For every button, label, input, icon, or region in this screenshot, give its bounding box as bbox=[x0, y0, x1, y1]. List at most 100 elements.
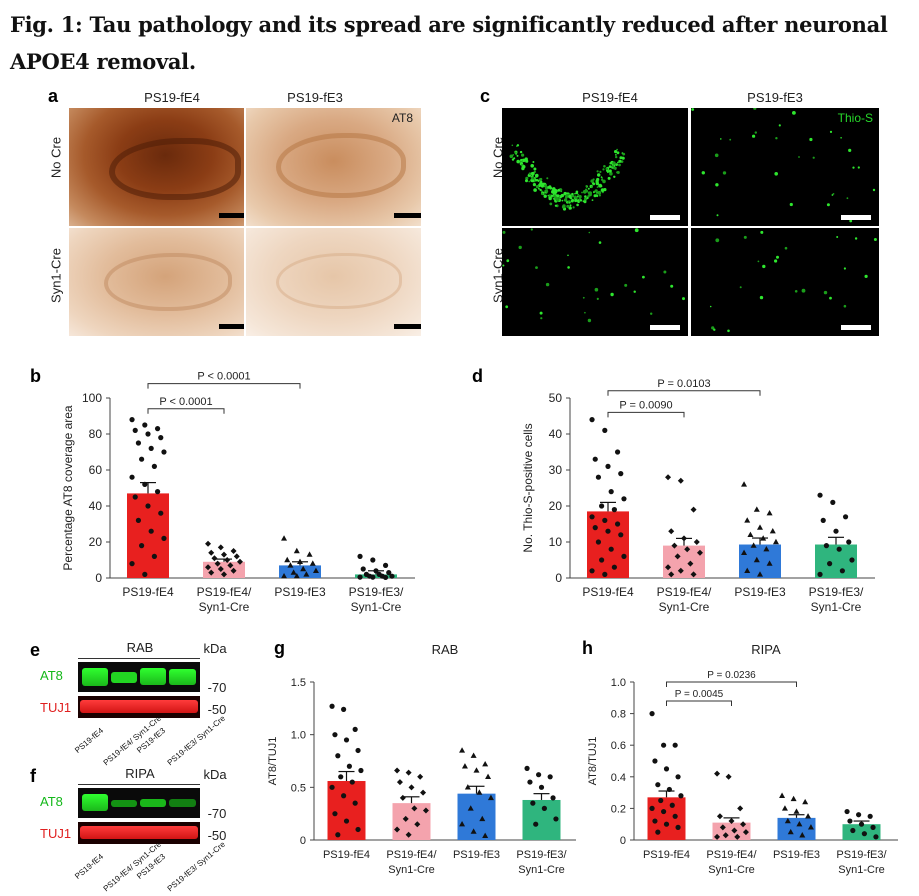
data-point bbox=[343, 818, 350, 824]
data-point bbox=[411, 805, 418, 812]
data-point bbox=[230, 567, 237, 574]
thio-s-cell bbox=[588, 231, 591, 234]
p-value-label: P = 0.0090 bbox=[619, 399, 672, 411]
thio-s-cell bbox=[739, 286, 742, 289]
panel-a-row-nocre: No Cre bbox=[48, 136, 64, 179]
data-point bbox=[833, 528, 839, 534]
x-tick-label: PS19-fE3/ bbox=[516, 849, 567, 861]
data-point bbox=[306, 551, 313, 557]
thio-s-cell bbox=[621, 156, 625, 160]
data-point bbox=[849, 557, 855, 563]
thio-s-cell bbox=[516, 154, 519, 157]
thio-s-cell bbox=[539, 181, 543, 186]
micrograph-c-fe4-nocre bbox=[502, 108, 688, 226]
p-value-label: P = 0.0045 bbox=[675, 689, 724, 700]
data-point bbox=[741, 549, 748, 555]
chart-title: RAB bbox=[432, 642, 459, 657]
blot-lane-label: PS19-fE3/ Syn1-Cre bbox=[165, 713, 227, 768]
data-point bbox=[349, 779, 355, 785]
y-tick-label: 0.4 bbox=[611, 772, 626, 784]
data-point bbox=[675, 824, 681, 830]
data-point bbox=[329, 784, 335, 790]
thio-s-cell bbox=[545, 189, 549, 193]
data-point bbox=[757, 524, 763, 530]
thio-s-cell bbox=[535, 173, 539, 178]
panel-c-col-fe3: PS19-fE3 bbox=[747, 90, 803, 105]
stain-label-at8: AT8 bbox=[391, 111, 413, 125]
thio-s-cell bbox=[511, 158, 515, 161]
micrograph-a-fe4-syn1cre bbox=[69, 228, 244, 336]
thio-s-cell bbox=[539, 188, 542, 192]
data-point bbox=[402, 815, 409, 822]
data-point bbox=[335, 832, 341, 838]
data-point bbox=[360, 566, 366, 572]
thio-s-cell bbox=[571, 192, 574, 196]
data-point bbox=[139, 456, 145, 462]
thio-s-cell bbox=[591, 186, 593, 188]
thio-s-cell bbox=[569, 204, 572, 207]
data-point bbox=[668, 528, 675, 535]
data-point bbox=[714, 770, 721, 777]
data-point bbox=[129, 417, 135, 423]
data-point bbox=[763, 546, 770, 552]
thio-s-cell bbox=[600, 176, 603, 178]
thio-s-cell bbox=[535, 185, 539, 189]
panel-label-f: f bbox=[30, 766, 36, 786]
data-point bbox=[467, 805, 474, 811]
thio-s-cell bbox=[843, 267, 846, 270]
data-point bbox=[734, 833, 741, 840]
data-point bbox=[649, 805, 655, 811]
data-point bbox=[300, 565, 307, 572]
data-point bbox=[844, 808, 850, 815]
thio-s-cell bbox=[533, 188, 537, 192]
thio-s-cell bbox=[599, 170, 602, 173]
thio-s-cell bbox=[514, 151, 517, 154]
data-point bbox=[690, 506, 697, 513]
thio-s-cell bbox=[617, 161, 619, 164]
data-point bbox=[303, 571, 310, 577]
blot-e-tuj1-label: TUJ1 bbox=[40, 700, 72, 715]
thio-s-cell bbox=[554, 204, 557, 207]
thio-s-cell bbox=[642, 275, 645, 279]
thio-s-cell bbox=[826, 203, 830, 207]
x-tick-label: Syn1-Cre bbox=[388, 864, 434, 876]
data-point bbox=[341, 706, 347, 712]
thio-s-cell bbox=[574, 195, 577, 199]
significance-bracket bbox=[147, 383, 301, 389]
thio-s-cell bbox=[715, 238, 720, 243]
data-point bbox=[281, 535, 288, 541]
data-point bbox=[297, 558, 303, 564]
thio-s-cell bbox=[615, 155, 618, 159]
x-tick-label: Syn1-Cre bbox=[351, 600, 402, 614]
thio-s-cell bbox=[701, 171, 705, 175]
thio-s-cell bbox=[836, 236, 839, 238]
thio-s-cell bbox=[596, 186, 599, 188]
data-point bbox=[753, 556, 760, 563]
bar bbox=[355, 574, 397, 578]
data-point bbox=[154, 426, 161, 432]
panel-a-col-fe3: PS19-fE3 bbox=[287, 90, 343, 105]
data-point bbox=[802, 798, 809, 805]
panel-c-col-fe4: PS19-fE4 bbox=[582, 90, 638, 105]
data-point bbox=[608, 489, 614, 495]
x-tick-label: PS19-fE3 bbox=[773, 849, 820, 861]
thio-s-cell bbox=[752, 134, 756, 138]
data-point bbox=[716, 813, 723, 820]
data-point bbox=[661, 808, 667, 815]
thio-s-cell bbox=[511, 144, 514, 147]
blot-band bbox=[82, 668, 108, 686]
data-point bbox=[658, 797, 664, 804]
thio-s-cell bbox=[609, 171, 613, 176]
thio-s-cell bbox=[757, 260, 760, 263]
panel-label-e: e bbox=[30, 640, 41, 660]
y-axis-label: No. Thio-S-positive cells bbox=[521, 423, 535, 552]
data-point bbox=[382, 574, 389, 581]
data-point bbox=[677, 477, 684, 484]
data-point bbox=[618, 471, 624, 477]
data-point bbox=[135, 440, 142, 446]
data-point bbox=[373, 568, 379, 574]
data-point bbox=[744, 567, 751, 573]
thio-s-cell bbox=[592, 182, 596, 186]
thio-s-cell bbox=[541, 192, 544, 196]
data-point bbox=[595, 474, 602, 480]
